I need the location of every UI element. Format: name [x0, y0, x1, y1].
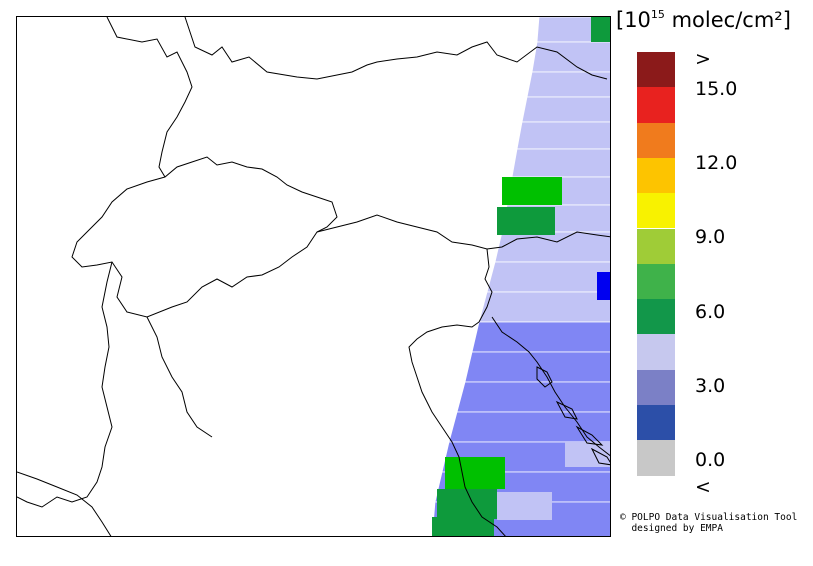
- legend-tick: 0.0: [695, 449, 726, 471]
- map-panel: [16, 16, 611, 537]
- border-france-italy: [17, 261, 113, 508]
- coast-adriatic: [408, 321, 506, 536]
- legend-tick: 15.0: [695, 78, 738, 100]
- unit-label: [1015 molec/cm²]: [616, 8, 791, 32]
- swath-pixel: [445, 457, 505, 489]
- swath-pixel: [497, 207, 555, 235]
- map-canvas: [17, 17, 610, 536]
- border-italy-inner: [146, 316, 213, 438]
- swath-pixel: [497, 492, 552, 520]
- credit-text: © POLPO Data Visualisation Tool designed…: [620, 512, 798, 534]
- swath-pixel: [502, 177, 562, 205]
- swath-pixel: [521, 96, 610, 123]
- border-swiss: [71, 156, 338, 318]
- legend-swatch: [637, 157, 675, 194]
- swath-pixel: [478, 291, 610, 323]
- swath-pixel: [432, 517, 494, 536]
- islands: [536, 366, 610, 466]
- satellite-swath: [431, 17, 610, 536]
- coast-croatia: [491, 316, 610, 457]
- border-france-germany: [106, 17, 193, 178]
- legend-swatch: [637, 299, 675, 335]
- coast-ligurian: [17, 471, 112, 536]
- legend-swatch: [637, 87, 675, 123]
- swath-pixel: [471, 321, 610, 353]
- swath-pixel: [565, 442, 610, 467]
- legend-tick: 12.0: [695, 152, 738, 175]
- swath-pixel: [597, 272, 610, 300]
- legend-swatch: [637, 228, 675, 264]
- border-italy-slovenia: [478, 248, 493, 323]
- border-austria-italy: [316, 214, 610, 250]
- legend-swatch: [637, 405, 675, 441]
- swath-pixel: [494, 231, 610, 263]
- swath-pixel: [591, 17, 610, 42]
- legend-tick: 9.0: [695, 226, 726, 249]
- legend-swatch: [637, 334, 675, 370]
- swath-pixel: [516, 121, 610, 150]
- legend-swatch: [637, 440, 675, 476]
- swath-pixel: [437, 489, 497, 519]
- legend-swatch: [637, 263, 675, 300]
- legend-label-above: >: [695, 48, 711, 70]
- swath-pixel: [456, 381, 610, 413]
- border-germany-austria: [184, 17, 608, 80]
- legend-swatch: [637, 52, 675, 88]
- legend-swatch: [637, 122, 675, 158]
- swath-pixel: [531, 41, 610, 73]
- legend-label-below: <: [695, 476, 711, 498]
- legend-swatch: [637, 193, 675, 229]
- swath-pixel: [448, 411, 610, 443]
- swath-pixel: [486, 261, 610, 293]
- legend-tick: 6.0: [695, 300, 726, 323]
- country-borders: [17, 17, 610, 536]
- legend-swatch: [637, 369, 675, 405]
- swath-pixel: [526, 71, 610, 98]
- swath-pixel: [511, 148, 610, 178]
- legend-tick: 3.0: [695, 374, 726, 397]
